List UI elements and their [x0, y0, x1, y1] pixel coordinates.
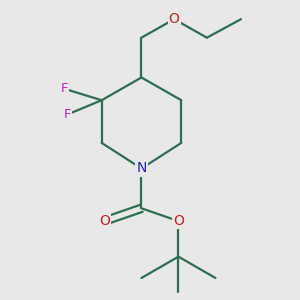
Text: O: O: [169, 12, 180, 26]
Text: F: F: [61, 82, 68, 95]
Text: F: F: [64, 108, 71, 121]
Text: O: O: [99, 214, 110, 228]
Text: O: O: [173, 214, 184, 228]
Text: N: N: [136, 161, 147, 176]
